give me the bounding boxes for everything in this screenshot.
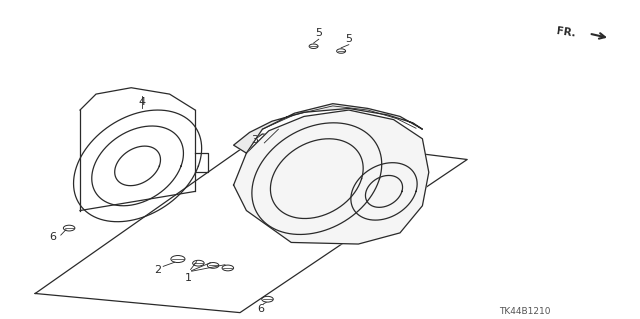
Text: 3: 3 (252, 135, 258, 145)
Text: 4: 4 (138, 97, 146, 107)
Text: 2: 2 (154, 264, 162, 275)
Text: 6: 6 (257, 304, 264, 315)
Text: FR.: FR. (556, 26, 577, 38)
Text: TK44B1210: TK44B1210 (499, 307, 550, 315)
Polygon shape (234, 110, 429, 244)
Text: 6: 6 (50, 232, 56, 242)
Text: 1: 1 (186, 272, 192, 283)
Text: 5: 5 (316, 28, 322, 39)
Text: 5: 5 (346, 34, 352, 44)
Polygon shape (234, 104, 422, 153)
